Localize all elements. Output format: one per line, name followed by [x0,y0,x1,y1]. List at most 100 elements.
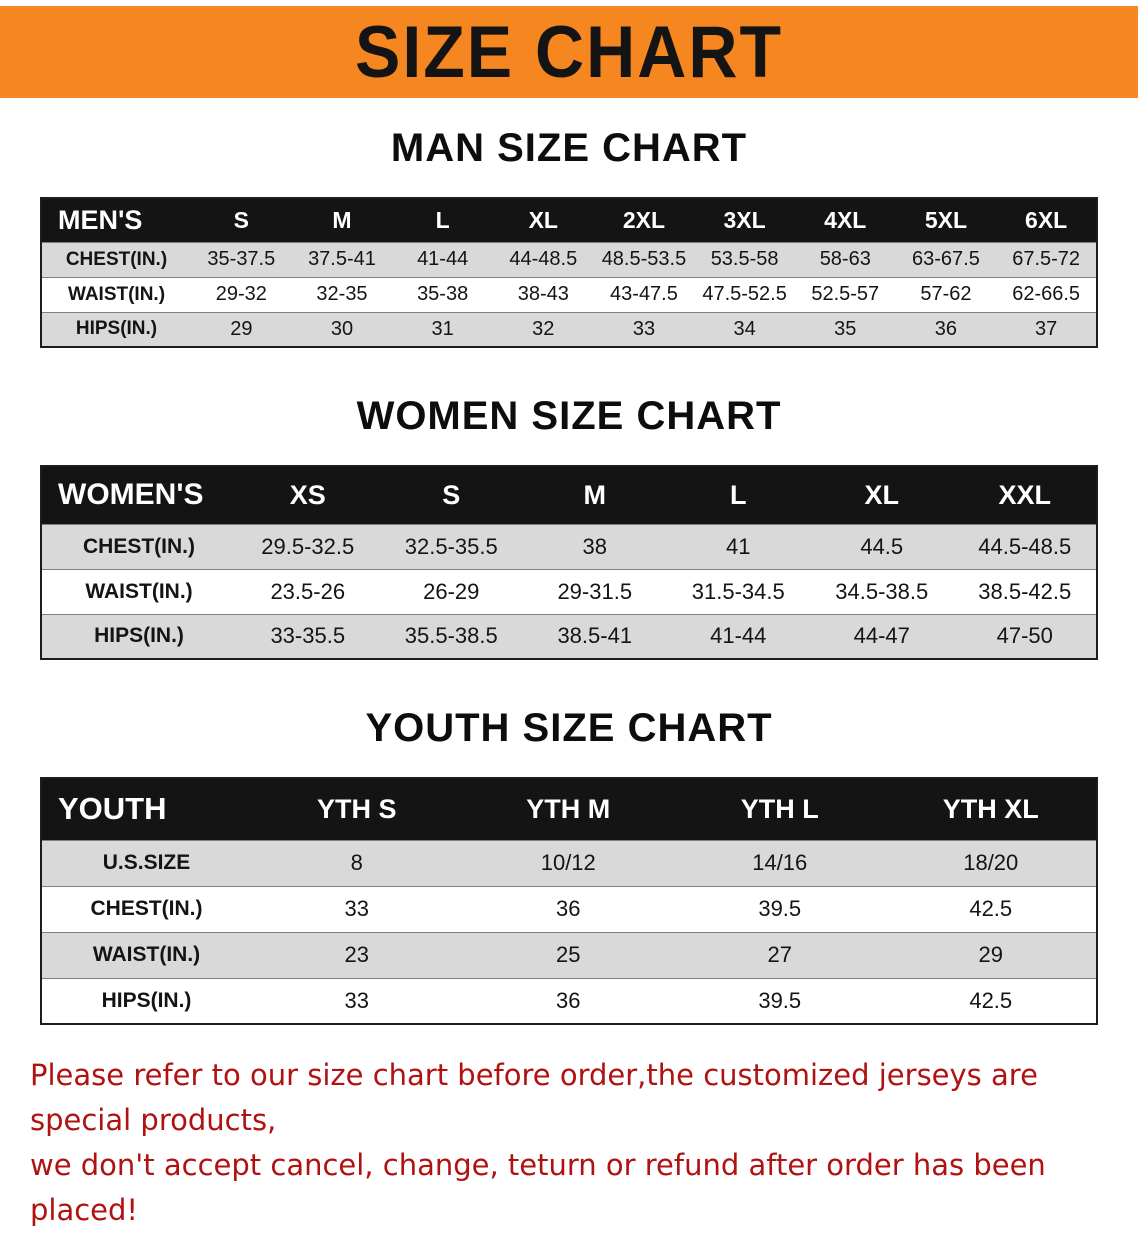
value-cell: 47.5-52.5 [694,276,795,312]
value-cell: 58-63 [794,241,896,277]
value-cell: 47-50 [953,613,1097,659]
notice-line-2: we don't accept cancel, change, teturn o… [30,1147,1046,1227]
value-cell: 29-31.5 [523,568,667,614]
table-header-row: YOUTH YTH S YTH M YTH L YTH XL [41,778,1097,840]
value-cell: 41 [666,523,810,569]
row-label-cell: WAIST(IN.) [41,931,251,978]
size-header-cell: 4XL [794,198,896,242]
row-label-cell: WAIST(IN.) [41,276,191,312]
value-cell: 34.5-38.5 [810,568,954,614]
value-cell: 35-37.5 [191,241,292,277]
value-cell: 41-44 [392,241,493,277]
value-cell: 38 [523,523,667,569]
value-cell: 29 [885,931,1097,978]
footer-notice: Please refer to our size chart before or… [30,1053,1114,1233]
value-cell: 32.5-35.5 [379,523,523,569]
value-cell: 23 [251,931,463,978]
row-label-cell: HIPS(IN.) [41,311,191,347]
row-label-cell: HIPS(IN.) [41,613,236,659]
size-header-cell: S [379,466,523,524]
table-row: WAIST(IN.) 23.5-26 26-29 29-31.5 31.5-34.5 34… [41,568,1097,614]
value-cell: 14/16 [674,839,886,886]
value-cell: 31 [392,311,493,347]
youth-size-chart-table: YOUTH YTH S YTH M YTH L YTH XL U.S.SIZE 8 10/12… [40,777,1098,1025]
table-row: HIPS(IN.) 29 30 31 32 33 34 35 36 37 [41,311,1097,347]
table-row: U.S.SIZE 8 10/12 14/16 18/20 [41,839,1097,886]
value-cell: 37 [996,311,1097,347]
row-label-cell: CHEST(IN.) [41,885,251,932]
value-cell: 44.5 [810,523,954,569]
value-cell: 33 [251,885,463,932]
value-cell: 44-48.5 [492,241,594,277]
table-row: CHEST(IN.) 29.5-32.5 32.5-35.5 38 41 44.5 44.5… [41,523,1097,569]
value-cell: 38.5-42.5 [953,568,1097,614]
size-header-cell: XS [236,466,380,524]
value-cell: 39.5 [674,977,886,1024]
table-title-cell: MEN'S [41,198,191,242]
table-title-cell: YOUTH [41,778,251,840]
table-row: CHEST(IN.) 33 36 39.5 42.5 [41,885,1097,932]
row-label-cell: WAIST(IN.) [41,568,236,614]
value-cell: 48.5-53.5 [593,241,695,277]
value-cell: 35-38 [392,276,493,312]
table-row: HIPS(IN.) 33-35.5 35.5-38.5 38.5-41 41-44 44-… [41,613,1097,659]
value-cell: 62-66.5 [996,276,1097,312]
value-cell: 32 [492,311,594,347]
table-row: HIPS(IN.) 33 36 39.5 42.5 [41,977,1097,1024]
size-header-cell: 2XL [593,198,695,242]
table-row: CHEST(IN.) 35-37.5 37.5-41 41-44 44-48.5 48.5… [41,241,1097,277]
chart-sections: MAN SIZE CHART MEN'S S M L XL 2XL 3XL 4XL 5XL 6XL C… [0,126,1138,1025]
man-size-chart-heading: MAN SIZE CHART [390,126,748,170]
value-cell: 27 [674,931,886,978]
row-label-cell: HIPS(IN.) [41,977,251,1024]
table-row: WAIST(IN.) 23 25 27 29 [41,931,1097,978]
size-header-cell: XXL [953,466,1097,524]
value-cell: 10/12 [462,839,674,886]
man-size-chart-table: MEN'S S M L XL 2XL 3XL 4XL 5XL 6XL CHEST(IN.) 35-37… [40,197,1098,348]
value-cell: 23.5-26 [236,568,380,614]
row-label-cell: CHEST(IN.) [41,241,191,277]
size-header-cell: 5XL [895,198,997,242]
page-title: SIZE CHART [355,10,783,94]
value-cell: 53.5-58 [694,241,795,277]
value-cell: 31.5-34.5 [666,568,810,614]
size-header-cell: L [666,466,810,524]
banner: SIZE CHART [0,6,1138,98]
value-cell: 34 [694,311,795,347]
value-cell: 57-62 [895,276,997,312]
value-cell: 36 [895,311,997,347]
size-header-cell: XL [492,198,594,242]
value-cell: 32-35 [291,276,393,312]
value-cell: 26-29 [379,568,523,614]
women-size-chart-table: WOMEN'S XS S M L XL XXL CHEST(IN.) 29.5-32.5 32.5… [40,465,1098,660]
value-cell: 35 [794,311,896,347]
value-cell: 33-35.5 [236,613,380,659]
notice-line-1: Please refer to our size chart before or… [30,1058,1038,1137]
value-cell: 18/20 [885,839,1097,886]
value-cell: 29 [191,311,292,347]
size-header-cell: M [291,198,393,242]
size-header-cell: 3XL [694,198,795,242]
value-cell: 38-43 [492,276,594,312]
table-header-row: WOMEN'S XS S M L XL XXL [41,466,1097,524]
value-cell: 29.5-32.5 [236,523,380,569]
value-cell: 35.5-38.5 [379,613,523,659]
value-cell: 38.5-41 [523,613,667,659]
women-size-chart-heading: WOMEN SIZE CHART [356,394,782,438]
value-cell: 36 [462,885,674,932]
table-title-cell: WOMEN'S [41,466,236,524]
value-cell: 52.5-57 [794,276,896,312]
value-cell: 67.5-72 [996,241,1097,277]
value-cell: 41-44 [666,613,810,659]
value-cell: 37.5-41 [291,241,393,277]
value-cell: 39.5 [674,885,886,932]
value-cell: 44-47 [810,613,954,659]
value-cell: 42.5 [885,977,1097,1024]
value-cell: 29-32 [191,276,292,312]
value-cell: 36 [462,977,674,1024]
size-header-cell: L [392,198,493,242]
value-cell: 43-47.5 [593,276,695,312]
value-cell: 33 [593,311,695,347]
table-row: WAIST(IN.) 29-32 32-35 35-38 38-43 43-47.5 47.… [41,276,1097,312]
